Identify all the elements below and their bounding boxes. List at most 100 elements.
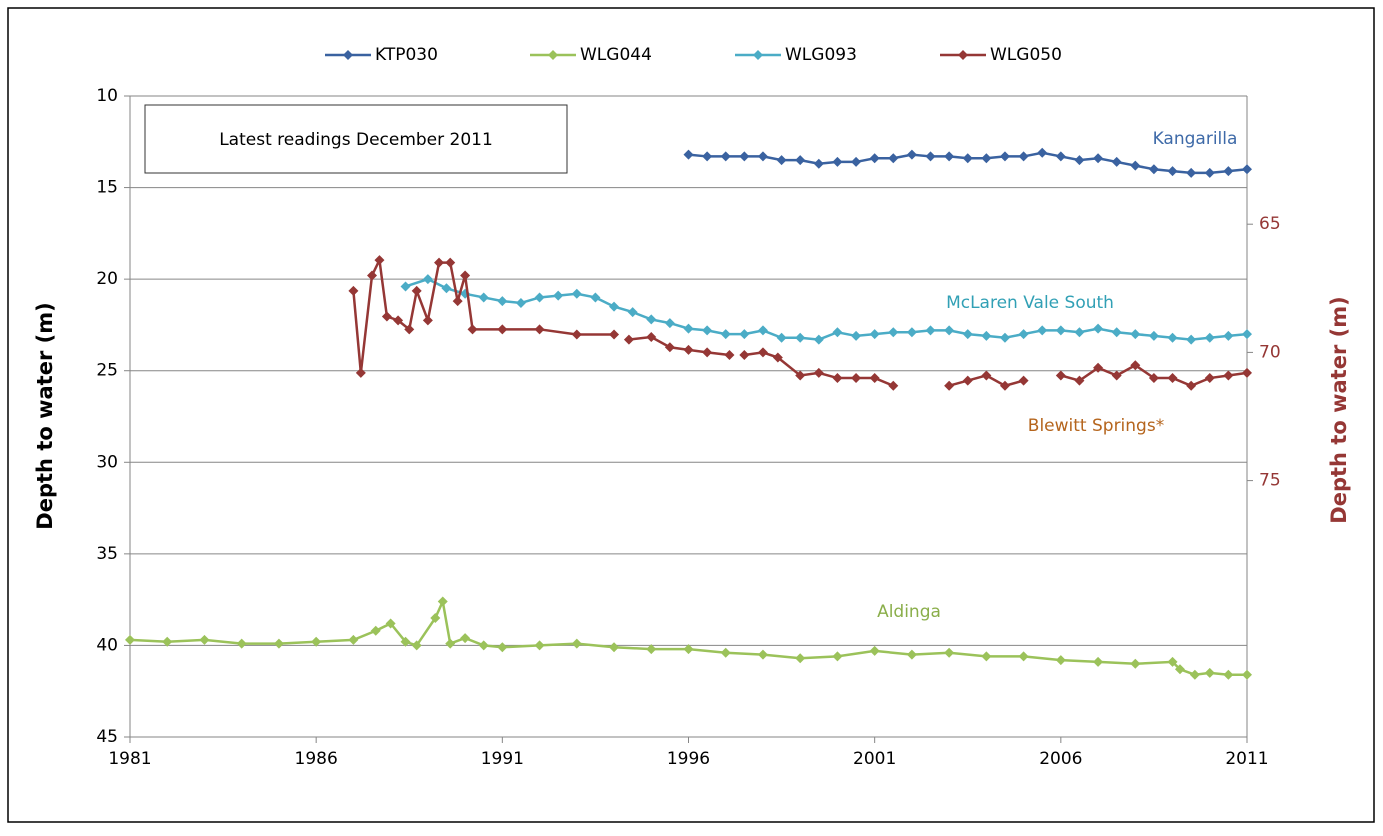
point	[460, 633, 471, 644]
point	[1242, 164, 1252, 175]
point	[795, 332, 806, 343]
y2-tick-label: 70	[1259, 342, 1281, 362]
point	[437, 596, 448, 607]
y-tick-label: 20	[96, 269, 118, 289]
point	[832, 373, 843, 384]
point	[1167, 656, 1178, 667]
point	[1223, 669, 1234, 680]
point	[381, 311, 392, 322]
point	[702, 325, 713, 336]
point	[411, 640, 422, 651]
point	[962, 375, 973, 386]
annotation: Blewitt Springs*	[1028, 416, 1164, 436]
point	[1055, 151, 1066, 162]
point	[534, 640, 545, 651]
point	[646, 644, 657, 655]
point	[1018, 151, 1029, 162]
point	[832, 156, 843, 167]
x-tick-label: 1996	[667, 749, 710, 769]
point	[795, 653, 806, 664]
point	[199, 634, 210, 645]
point	[999, 151, 1010, 162]
point	[497, 296, 508, 307]
point	[478, 640, 489, 651]
point	[906, 149, 917, 160]
point	[720, 647, 731, 658]
point	[851, 373, 862, 384]
point	[1130, 658, 1141, 669]
point	[1148, 373, 1159, 384]
point	[813, 158, 824, 169]
point	[1130, 160, 1141, 171]
point	[553, 290, 564, 301]
point	[795, 155, 806, 166]
point	[445, 638, 456, 649]
point	[497, 642, 508, 653]
point	[962, 153, 973, 164]
point	[125, 634, 135, 645]
point	[851, 156, 862, 167]
point	[1204, 373, 1215, 384]
point	[1186, 167, 1197, 178]
legend-marker	[548, 50, 558, 60]
point	[702, 151, 713, 162]
point	[422, 315, 433, 326]
point	[400, 636, 411, 647]
point	[1167, 373, 1178, 384]
point	[757, 347, 768, 358]
point	[1174, 664, 1185, 675]
point	[355, 367, 366, 378]
point	[441, 283, 452, 294]
y-tick-label: 30	[96, 452, 118, 472]
legend-marker	[753, 50, 763, 60]
point	[724, 349, 735, 360]
point	[1074, 155, 1085, 166]
point	[944, 325, 955, 336]
point	[664, 318, 675, 329]
point	[646, 314, 657, 325]
point	[1130, 360, 1141, 371]
point	[906, 327, 917, 338]
point	[1037, 147, 1048, 158]
point	[888, 380, 899, 391]
point	[646, 332, 657, 343]
point	[534, 292, 545, 303]
annotation: Aldinga	[877, 602, 941, 622]
point	[1018, 651, 1029, 662]
point	[452, 296, 463, 307]
point	[1055, 655, 1066, 666]
series-line	[405, 277, 1248, 341]
annotation: Kangarilla	[1153, 129, 1238, 149]
point	[609, 329, 620, 340]
point	[445, 257, 456, 268]
point	[999, 332, 1010, 343]
point	[720, 329, 731, 340]
x-tick-label: 1991	[481, 749, 524, 769]
text-box	[144, 104, 568, 174]
y2-tick-label: 75	[1259, 471, 1281, 491]
point	[609, 642, 620, 653]
point	[1037, 325, 1048, 336]
point	[367, 270, 378, 281]
point	[1130, 329, 1141, 340]
point	[1148, 330, 1159, 341]
point	[478, 292, 489, 303]
y-tick-label: 40	[96, 635, 118, 655]
point	[236, 638, 247, 649]
point	[999, 380, 1010, 391]
point	[739, 329, 750, 340]
y-axis-title: Depth to water (m)	[33, 302, 57, 529]
point	[422, 274, 433, 285]
point	[1223, 166, 1234, 177]
point	[702, 347, 713, 358]
point	[515, 297, 526, 308]
point	[1111, 156, 1122, 167]
point	[683, 323, 694, 334]
point	[851, 330, 862, 341]
point	[944, 380, 955, 391]
point	[981, 153, 992, 164]
point	[1111, 370, 1122, 381]
point	[609, 301, 620, 312]
point	[683, 149, 694, 160]
